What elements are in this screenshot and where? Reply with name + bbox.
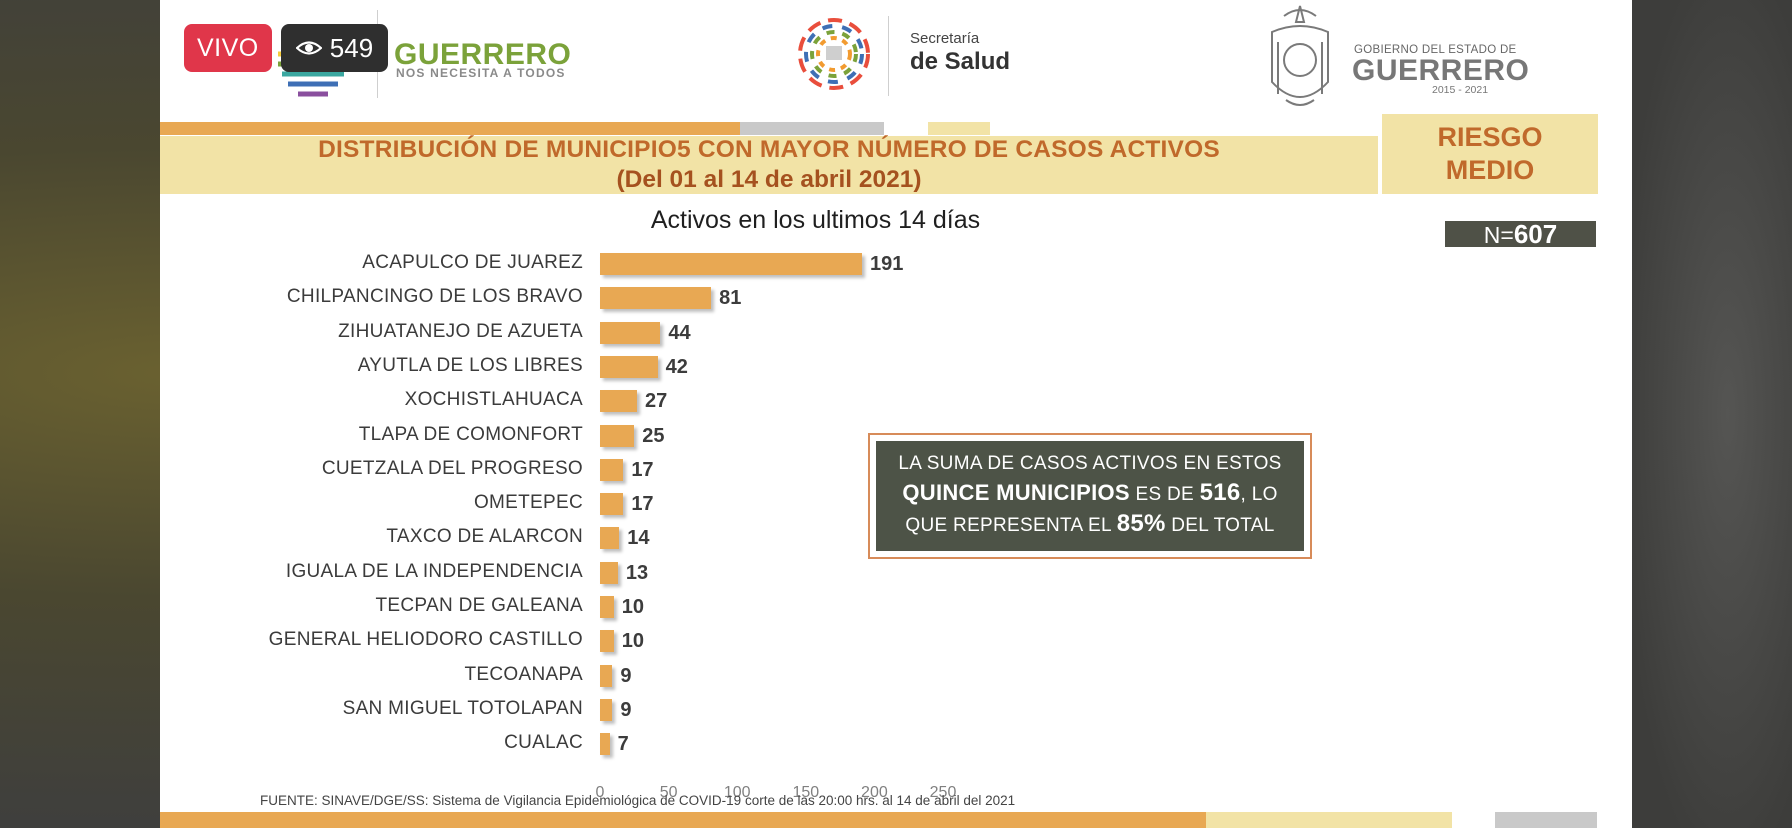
bar bbox=[600, 596, 614, 618]
category-label: TECOANAPA bbox=[464, 663, 583, 685]
total-count-badge: N=607 bbox=[1445, 219, 1596, 249]
footer-stripe bbox=[160, 812, 1206, 828]
header-divider bbox=[888, 16, 889, 96]
category-label: AYUTLA DE LOS LIBRES bbox=[357, 354, 583, 376]
bar bbox=[600, 458, 624, 481]
bar bbox=[600, 321, 661, 344]
health-secretariat-logo-icon bbox=[798, 18, 870, 90]
category-label: CUETZALA DEL PROGRESO bbox=[321, 457, 583, 479]
bar-value-label: 44 bbox=[668, 321, 691, 344]
x-tick-label: 50 bbox=[659, 783, 678, 801]
summary-callout: LA SUMA DE CASOS ACTIVOS EN ESTOS QUINCE… bbox=[868, 433, 1312, 559]
bar-value-label: 25 bbox=[642, 424, 665, 447]
bar bbox=[600, 527, 620, 550]
bar-value-label: 17 bbox=[631, 493, 654, 516]
gov-logo-years: 2015 - 2021 bbox=[1432, 84, 1489, 96]
bar bbox=[600, 253, 863, 275]
summary-line2-end: , LO bbox=[1240, 484, 1278, 505]
footer-stripe bbox=[1495, 812, 1597, 828]
summary-line3-end: DEL TOTAL bbox=[1165, 515, 1275, 536]
bar bbox=[600, 698, 613, 721]
source-note: FUENTE: SINAVE/DGE/SS: Sistema de Vigila… bbox=[260, 793, 1016, 808]
bar-value-label: 10 bbox=[621, 630, 644, 653]
bar-value-label: 9 bbox=[620, 698, 632, 721]
category-label: GENERAL HELIODORO CASTILLO bbox=[268, 629, 583, 651]
presentation-slide: GUERRERO NOS NECESITA A TODOS Secretaría… bbox=[160, 0, 1632, 828]
summary-line1: LA SUMA DE CASOS ACTIVOS EN ESTOS bbox=[898, 453, 1282, 474]
decor-stripe bbox=[160, 122, 740, 135]
summary-line3: QUE REPRESENTA EL 85% DEL TOTAL bbox=[876, 509, 1304, 540]
health-logo-line1: Secretaría bbox=[910, 30, 980, 47]
category-label: TLAPA DE COMONFORT bbox=[358, 423, 583, 445]
category-label: TAXCO DE ALARCON bbox=[386, 526, 583, 548]
x-tick-label: 100 bbox=[723, 783, 751, 801]
bar-value-label: 17 bbox=[631, 458, 654, 481]
bar-value-label: 13 bbox=[625, 561, 649, 584]
bar bbox=[600, 664, 613, 687]
summary-percent-value: 85% bbox=[1116, 510, 1166, 537]
category-label: CUALAC bbox=[504, 732, 583, 754]
live-badge: VIVO bbox=[184, 24, 272, 72]
category-label: CHILPANCINGO DE LOS BRAVO bbox=[286, 286, 583, 308]
title-band bbox=[160, 136, 1378, 194]
gov-logo-line1: GOBIERNO DEL ESTADO DE bbox=[1354, 44, 1517, 56]
bar bbox=[600, 287, 712, 310]
bar-value-label: 10 bbox=[621, 596, 644, 618]
bar bbox=[600, 493, 624, 516]
bar-chart: ACAPULCO DE JUAREZ 191 CHILPANCINGO DE LOS… bbox=[160, 240, 1260, 801]
viewer-count-badge: 549 bbox=[281, 24, 388, 72]
category-label: ACAPULCO DE JUAREZ bbox=[362, 252, 583, 273]
category-label: SAN MIGUEL TOTOLAPAN bbox=[342, 697, 583, 719]
category-label: TECPAN DE GALEANA bbox=[375, 595, 583, 616]
summary-line2-bold: QUINCE MUNICIPIOS bbox=[902, 480, 1130, 505]
state-logo-tagline: NOS NECESITA A TODOS bbox=[396, 66, 566, 80]
bar-value-label: 42 bbox=[665, 355, 688, 378]
slide-subtitle: (Del 01 al 14 de abril 2021) bbox=[616, 166, 922, 193]
x-tick-label: 200 bbox=[861, 783, 888, 801]
chart-title: Activos en los ultimos 14 días bbox=[650, 206, 981, 234]
bar bbox=[600, 390, 638, 413]
decor-stripe bbox=[740, 122, 884, 135]
summary-total-value: 516 bbox=[1199, 479, 1241, 506]
footer-stripe bbox=[1206, 812, 1452, 828]
bar bbox=[600, 355, 658, 378]
category-label: OMETEPEC bbox=[473, 492, 583, 514]
bar-value-label: 7 bbox=[617, 733, 629, 756]
bar-value-label: 9 bbox=[620, 664, 632, 687]
blurred-background-right bbox=[1632, 0, 1792, 828]
x-tick-label: 250 bbox=[929, 783, 957, 801]
summary-line3-text: QUE REPRESENTA EL bbox=[905, 515, 1117, 536]
state-logo-word: GUERRERO bbox=[394, 38, 572, 71]
eye-icon bbox=[295, 41, 322, 55]
bar-value-label: 81 bbox=[719, 287, 742, 310]
bar bbox=[600, 424, 635, 447]
x-tick-label: 0 bbox=[595, 783, 605, 801]
viewer-count: 549 bbox=[329, 33, 374, 63]
category-label: ZIHUATANEJO DE AZUETA bbox=[338, 320, 583, 342]
x-tick-label: 150 bbox=[792, 783, 820, 801]
gov-logo-line2: GUERRERO bbox=[1352, 54, 1530, 87]
risk-level-badge: RIESGO MEDIO bbox=[1382, 114, 1598, 194]
category-label: IGUALA DE LA INDEPENDENCIA bbox=[285, 560, 583, 582]
risk-line2: MEDIO bbox=[1445, 155, 1535, 185]
bar-value-label: 191 bbox=[870, 253, 904, 275]
bar-value-label: 14 bbox=[627, 527, 650, 550]
category-label: XOCHISTLAHUACA bbox=[404, 389, 583, 411]
slide-title: DISTRIBUCIÓN DE MUNICIPIO5 CON MAYOR NÚM… bbox=[318, 136, 1220, 163]
bar-value-label: 27 bbox=[645, 390, 668, 413]
bar bbox=[600, 630, 614, 653]
summary-callout-box: LA SUMA DE CASOS ACTIVOS EN ESTOS QUINCE… bbox=[876, 441, 1304, 551]
state-crest-icon bbox=[1271, 5, 1329, 106]
summary-line2: QUINCE MUNICIPIOS ES DE 516, LO bbox=[876, 478, 1304, 509]
bar bbox=[600, 733, 610, 756]
decor-stripe bbox=[928, 122, 990, 135]
total-count-value: 607 bbox=[1513, 219, 1558, 249]
health-logo-line2: de Salud bbox=[910, 48, 1011, 75]
summary-line2-text: ES DE bbox=[1129, 484, 1200, 505]
bar bbox=[600, 561, 618, 584]
total-count-prefix: N= bbox=[1483, 222, 1514, 248]
risk-line1: RIESGO bbox=[1437, 122, 1543, 152]
